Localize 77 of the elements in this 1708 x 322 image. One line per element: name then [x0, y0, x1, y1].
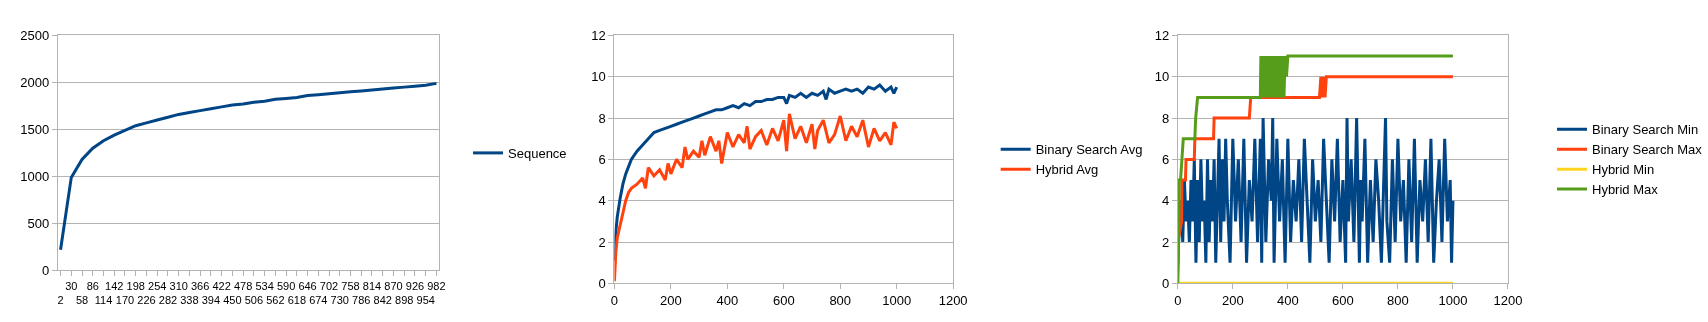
x-tick-label: 450 [223, 293, 242, 306]
x-tick-label: 282 [158, 293, 178, 306]
x-tick-label: 226 [137, 293, 156, 306]
x-tick-label: 898 [395, 293, 414, 306]
x-tick-label: 730 [330, 293, 349, 306]
line-series [614, 112, 899, 283]
x-tick-label: 758 [341, 279, 360, 292]
x-tick-label: 30 [65, 279, 78, 292]
x-tick-label: 170 [115, 293, 135, 306]
x-tick-label: 394 [201, 293, 221, 306]
y-tick-label: 1000 [20, 169, 50, 185]
y-tick-label: 6 [1161, 151, 1170, 167]
legend-label: Hybrid Max [1592, 182, 1659, 198]
legend-label: Binary Search Max [1592, 142, 1703, 158]
x-tick-label: 198 [126, 279, 145, 292]
y-tick-label: 2 [1161, 234, 1170, 250]
y-tick-label: 8 [1161, 110, 1170, 126]
x-tick-label: 422 [212, 279, 231, 292]
x-tick-label: 800 [829, 292, 852, 308]
x-tick-label: 562 [266, 293, 285, 306]
y-tick-label: 2 [598, 234, 606, 250]
y-tick-label: 500 [27, 216, 50, 232]
y-tick-label: 1500 [20, 121, 50, 137]
x-tick-label: 926 [405, 279, 425, 292]
legend-label: Binary Search Avg [1035, 142, 1143, 158]
x-tick-label: 646 [298, 279, 317, 292]
x-tick-label: 86 [86, 279, 99, 292]
x-tick-label: 674 [309, 293, 328, 306]
y-tick-label: 4 [598, 193, 606, 209]
x-tick-label: 1000 [882, 292, 912, 308]
x-tick-label: 114 [94, 293, 113, 306]
x-tick-label: 534 [255, 279, 274, 292]
y-tick-label: 6 [598, 151, 606, 167]
x-tick-label: 702 [319, 279, 339, 292]
x-tick-label: 254 [148, 279, 167, 292]
y-tick-label: 2000 [20, 74, 50, 90]
x-tick-label: 600 [772, 292, 795, 308]
x-tick-label: 800 [1387, 292, 1409, 308]
x-tick-label: 1200 [1493, 292, 1523, 308]
y-tick-label: 12 [1154, 27, 1170, 43]
x-tick-label: 2 [57, 293, 64, 306]
y-tick-label: 0 [42, 263, 50, 279]
y-tick-label: 10 [1154, 69, 1170, 85]
x-tick-label: 814 [362, 279, 382, 292]
x-tick-label: 1200 [938, 292, 968, 308]
legend-label: Sequence [508, 145, 567, 161]
y-tick-label: 4 [1161, 193, 1170, 209]
x-tick-label: 786 [352, 293, 371, 306]
legend-label: Binary Search Min [1592, 122, 1699, 138]
x-tick-label: 366 [190, 279, 210, 292]
x-tick-label: 400 [716, 292, 739, 308]
x-tick-label: 142 [105, 279, 124, 292]
y-tick-label: 12 [591, 27, 606, 43]
legend-label: Hybrid Avg [1035, 162, 1099, 178]
x-tick-label: 842 [373, 293, 392, 306]
y-tick-label: 2500 [20, 27, 50, 43]
x-tick-label: 600 [1332, 292, 1354, 308]
x-tick-label: 0 [1174, 292, 1182, 308]
x-tick-label: 200 [1221, 292, 1244, 308]
x-tick-label: 58 [75, 293, 89, 306]
x-tick-label: 0 [610, 292, 619, 308]
x-tick-label: 478 [233, 279, 253, 292]
x-tick-label: 338 [180, 293, 199, 306]
legend-label: Hybrid Min [1592, 162, 1655, 178]
x-tick-label: 400 [1276, 292, 1299, 308]
x-tick-label: 310 [169, 279, 188, 292]
line-series [1177, 54, 1455, 284]
x-tick-label: 200 [660, 292, 682, 308]
x-tick-label: 982 [427, 279, 446, 292]
x-tick-label: 506 [244, 293, 264, 306]
y-tick-label: 8 [598, 110, 606, 126]
y-tick-label: 10 [591, 69, 606, 85]
x-tick-label: 590 [276, 279, 296, 292]
x-tick-label: 870 [384, 279, 403, 292]
x-tick-label: 618 [287, 293, 306, 306]
x-tick-label: 1000 [1438, 292, 1468, 308]
x-tick-label: 954 [416, 293, 435, 306]
